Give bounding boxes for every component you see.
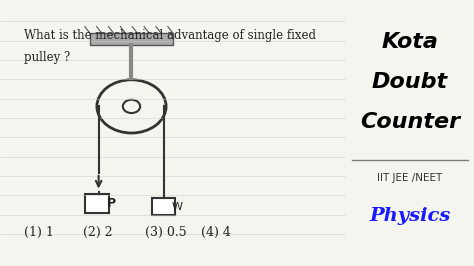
Text: (3) 0.5: (3) 0.5 bbox=[146, 226, 187, 239]
Text: What is the mechanical advantage of single fixed: What is the mechanical advantage of sing… bbox=[24, 29, 316, 42]
Text: Doubt: Doubt bbox=[372, 72, 448, 92]
Text: Kota: Kota bbox=[382, 32, 438, 52]
Text: Physics: Physics bbox=[369, 207, 451, 226]
Text: pulley ?: pulley ? bbox=[24, 51, 71, 64]
Text: Counter: Counter bbox=[360, 112, 460, 132]
Text: (2) 2: (2) 2 bbox=[83, 226, 113, 239]
Bar bbox=[90, 33, 173, 45]
Bar bbox=[85, 194, 109, 213]
Text: (1) 1: (1) 1 bbox=[24, 226, 54, 239]
Text: (4) 4: (4) 4 bbox=[201, 226, 230, 239]
Text: W: W bbox=[171, 202, 182, 213]
Text: IIT JEE /NEET: IIT JEE /NEET bbox=[377, 173, 443, 183]
Text: P: P bbox=[107, 197, 117, 210]
Bar bbox=[152, 198, 175, 215]
